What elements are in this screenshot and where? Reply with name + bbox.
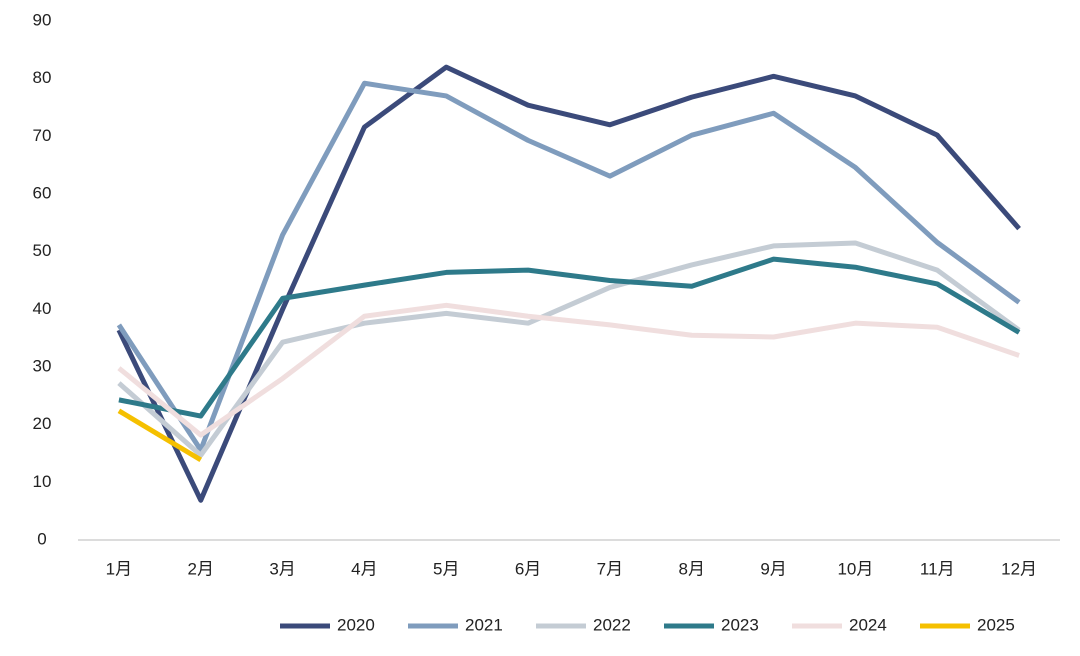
x-tick-label: 9月 (760, 559, 786, 578)
x-tick-label: 1月 (106, 559, 132, 578)
legend-label: 2023 (721, 615, 759, 634)
y-tick-label: 90 (33, 10, 52, 29)
line-series (117, 240, 1021, 458)
x-tick-label: 10月 (837, 559, 873, 578)
x-tick-label: 8月 (679, 559, 705, 578)
y-tick-label: 20 (33, 414, 52, 433)
y-tick-label: 30 (33, 356, 52, 375)
line-series (117, 302, 1020, 438)
legend-label: 2024 (849, 615, 887, 634)
line-series (117, 408, 203, 462)
legend-label: 2020 (337, 615, 375, 634)
y-tick-label: 40 (33, 299, 52, 318)
y-tick-label: 10 (33, 472, 52, 491)
line-series (116, 64, 1021, 503)
x-tick-label: 2月 (188, 559, 214, 578)
x-tick-label: 4月 (351, 559, 377, 578)
y-tick-label: 50 (33, 241, 52, 260)
y-tick-label: 60 (33, 183, 52, 202)
line-series (116, 80, 1021, 453)
x-tick-label: 5月 (433, 559, 459, 578)
y-tick-label: 0 (37, 529, 46, 548)
x-tick-label: 6月 (515, 559, 541, 578)
x-tick-label: 3月 (269, 559, 295, 578)
x-tick-label: 12月 (1001, 559, 1037, 578)
line-series (118, 256, 1021, 419)
legend-label: 2025 (977, 615, 1015, 634)
legend-label: 2021 (465, 615, 503, 634)
legend-label: 2022 (593, 615, 631, 634)
y-tick-label: 80 (33, 68, 52, 87)
x-tick-label: 11月 (920, 559, 955, 578)
x-tick-label: 7月 (597, 559, 623, 578)
y-tick-label: 70 (33, 126, 52, 145)
